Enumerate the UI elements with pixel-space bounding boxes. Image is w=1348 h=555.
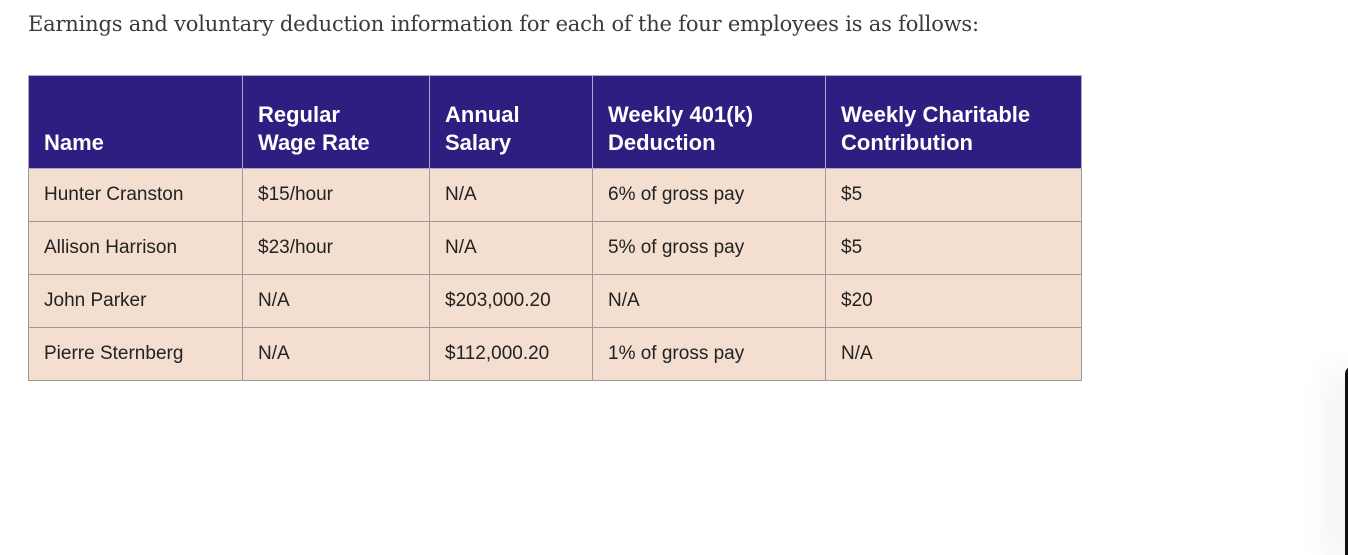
header-line: Annual	[445, 102, 520, 127]
cell-weekly-charitable-contribution: $5	[825, 221, 1082, 275]
cell-weekly-401k-deduction: 1% of gross pay	[592, 327, 826, 381]
header-name-label: Name	[44, 129, 104, 155]
header-line: Wage Rate	[258, 129, 370, 155]
table-header-row: Name Regular Wage Rate Annual Salary Wee…	[28, 75, 1082, 169]
cell-weekly-charitable-contribution: $5	[825, 168, 1082, 222]
cell-name: Allison Harrison	[28, 221, 243, 275]
cell-annual-salary: $112,000.20	[429, 327, 593, 381]
header-annual-salary: Annual Salary	[429, 75, 593, 169]
cell-name: John Parker	[28, 274, 243, 328]
header-line: Contribution	[841, 129, 973, 155]
header-regular-wage-rate: Regular Wage Rate	[242, 75, 430, 169]
header-line: Salary	[445, 129, 512, 155]
cell-annual-salary: N/A	[429, 168, 593, 222]
cell-annual-salary: $203,000.20	[429, 274, 593, 328]
table-row: Pierre Sternberg N/A $112,000.20 1% of g…	[28, 327, 1082, 381]
header-line: Weekly Charitable	[841, 102, 1031, 127]
cell-regular-wage-rate: $15/hour	[242, 168, 430, 222]
header-weekly-charitable-contribution: Weekly Charitable Contribution	[825, 75, 1082, 169]
header-name: Name	[28, 75, 243, 169]
cell-weekly-charitable-contribution: N/A	[825, 327, 1082, 381]
table-row: Hunter Cranston $15/hour N/A 6% of gross…	[28, 168, 1082, 222]
cell-regular-wage-rate: N/A	[242, 327, 430, 381]
cell-weekly-charitable-contribution: $20	[825, 274, 1082, 328]
cell-regular-wage-rate: N/A	[242, 274, 430, 328]
table-row: Allison Harrison $23/hour N/A 5% of gros…	[28, 221, 1082, 275]
header-line: Deduction	[608, 129, 716, 155]
cell-name: Hunter Cranston	[28, 168, 243, 222]
cell-annual-salary: N/A	[429, 221, 593, 275]
header-line: Weekly 401(k)	[608, 102, 754, 127]
cell-weekly-401k-deduction: 6% of gross pay	[592, 168, 826, 222]
table-row: John Parker N/A $203,000.20 N/A $20	[28, 274, 1082, 328]
employee-earnings-table: Name Regular Wage Rate Annual Salary Wee…	[28, 75, 1082, 381]
cell-regular-wage-rate: $23/hour	[242, 221, 430, 275]
intro-paragraph: Earnings and voluntary deduction informa…	[28, 12, 979, 36]
cell-weekly-401k-deduction: 5% of gross pay	[592, 221, 826, 275]
header-weekly-401k-deduction: Weekly 401(k) Deduction	[592, 75, 826, 169]
header-line: Regular	[258, 102, 340, 127]
cell-weekly-401k-deduction: N/A	[592, 274, 826, 328]
cell-name: Pierre Sternberg	[28, 327, 243, 381]
side-panel-edge	[1345, 366, 1348, 555]
